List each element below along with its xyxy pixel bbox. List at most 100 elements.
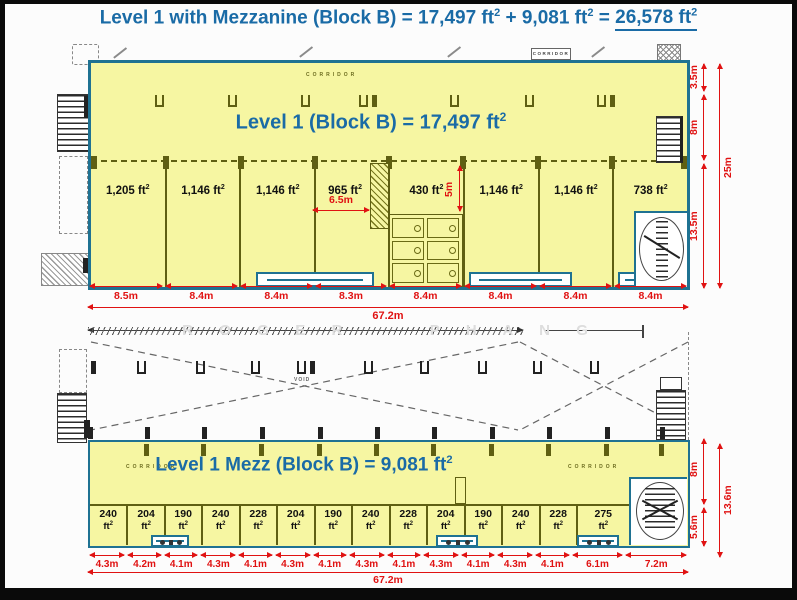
dim-arrow <box>164 282 238 289</box>
stair-oval <box>636 482 684 540</box>
door-icon <box>597 95 606 107</box>
dashed-boundary-line <box>688 332 689 440</box>
context-dashed-box <box>72 44 99 65</box>
stair-oval <box>639 217 684 281</box>
room-area-unit: ft2 <box>598 520 609 532</box>
toilet-stall <box>392 240 424 261</box>
dim-label: 4.1m <box>541 559 564 570</box>
dim-arrow <box>89 282 163 289</box>
entry-alcove <box>436 535 478 547</box>
room-cell: 240 ft2 <box>90 506 129 545</box>
dim-label: 4.3m <box>503 559 527 570</box>
room-area-value: 275 <box>594 508 613 520</box>
dim-segment: 4.1m <box>237 551 273 573</box>
dim-segment: 4.1m <box>534 551 570 573</box>
room-area-label: 430 ft2 <box>409 184 444 197</box>
door-icon <box>359 95 368 107</box>
upper-stair <box>656 116 683 163</box>
door-icon <box>478 361 487 374</box>
wall-stub <box>490 427 495 439</box>
dim-arrow-total-level1 <box>87 303 689 310</box>
room-area-value: 204 <box>286 508 305 520</box>
wall-stub <box>609 156 615 169</box>
external-stair <box>57 94 89 152</box>
dim-label: 8.4m <box>638 290 663 302</box>
toilet-block <box>388 214 463 287</box>
dim-arrow-total-mezz <box>87 568 689 575</box>
drawing-line <box>545 330 642 331</box>
dim-label: 8.4m <box>563 290 588 302</box>
room-area-value: 190 <box>174 508 192 520</box>
dim-arrow <box>314 282 388 289</box>
hatch-marks <box>88 327 523 335</box>
dim-label: 8.3m <box>338 290 363 302</box>
dim-arrow <box>497 551 534 558</box>
dim-label: 4.1m <box>318 559 342 570</box>
dim-label-13-6m: 13.6m <box>722 485 734 515</box>
corridor-label: CORRIDOR <box>126 464 178 470</box>
circular-stair-box <box>629 477 687 545</box>
dim-arrow-6-5m <box>312 206 370 213</box>
external-dashed-structure <box>59 349 87 393</box>
dim-label-3-5m: 3.5m <box>688 65 700 90</box>
room-area-unit: ft2 <box>365 520 376 532</box>
stair-landing <box>660 377 682 390</box>
door-icon <box>297 361 306 374</box>
door-icon <box>137 361 146 374</box>
toilet-stall <box>392 263 424 283</box>
dim-segment: 4.2m <box>126 551 163 573</box>
dim-arrow-8m <box>701 94 708 161</box>
dim-label-13-5m: 13.5m <box>688 211 700 241</box>
dim-segment: 8.4m <box>164 282 239 305</box>
dim-label: 4.1m <box>169 559 193 570</box>
door-icon <box>525 95 534 107</box>
room-area-label: 1,205 ft2 <box>106 184 150 197</box>
door-leaf-icon <box>372 95 377 107</box>
dim-label-total-mezz: 67.2m <box>373 574 403 586</box>
dim-segment: 4.1m <box>312 551 348 573</box>
wall-stub <box>91 156 97 169</box>
room-cell: 228 ft2 <box>391 506 428 545</box>
room-area-label: 738 ft2 <box>633 184 668 197</box>
room-cell: 240 ft2 <box>203 506 241 545</box>
door-icon <box>450 95 459 107</box>
dim-arrow <box>389 282 462 289</box>
dim-segment: 4.3m <box>274 551 312 573</box>
room-cell: 190 ft2 <box>166 506 203 545</box>
floorplan-level1: CORRIDOR Level 1 (Block B) = 17,497 ft2 … <box>88 60 690 290</box>
dim-arrow-5-6m <box>701 507 708 547</box>
wall-stub <box>432 427 437 439</box>
dim-label-6-5m: 6.5m <box>329 194 353 206</box>
dim-label: 4.3m <box>355 559 379 570</box>
entry-alcove <box>151 535 189 547</box>
dim-arrow <box>539 282 612 289</box>
dim-label: 4.1m <box>392 559 416 570</box>
dim-arrow <box>464 282 537 289</box>
room-area-unit: ft2 <box>440 520 451 532</box>
room-area-value: 240 <box>361 508 380 520</box>
dim-segment: 7.2m <box>624 551 688 573</box>
drawing-tick <box>642 325 644 338</box>
dim-segment: 4.1m <box>163 551 199 573</box>
external-stair <box>57 393 87 443</box>
dim-arrow <box>461 551 496 558</box>
room-cell: 430 ft2 <box>390 162 465 287</box>
room-area-value: 240 <box>99 508 117 520</box>
dim-label: 8.4m <box>413 290 438 302</box>
door-icon <box>251 361 260 374</box>
dim-label: 4.3m <box>429 559 453 570</box>
title-part3: = <box>593 7 616 29</box>
toilet-stall <box>427 240 459 261</box>
dim-segment: 8.4m <box>538 282 613 305</box>
dim-arrow-3-5m <box>701 63 708 92</box>
dim-arrow <box>386 551 422 558</box>
door-icon <box>196 361 205 374</box>
dim-segment: 4.1m <box>460 551 496 573</box>
room-area-value: 240 <box>211 508 230 520</box>
dim-arrow <box>535 551 570 558</box>
dim-label: 8.4m <box>264 290 289 302</box>
door-icon <box>590 361 599 374</box>
dim-label-total-level1: 67.2m <box>372 310 404 322</box>
room-area-value: 228 <box>399 508 417 520</box>
